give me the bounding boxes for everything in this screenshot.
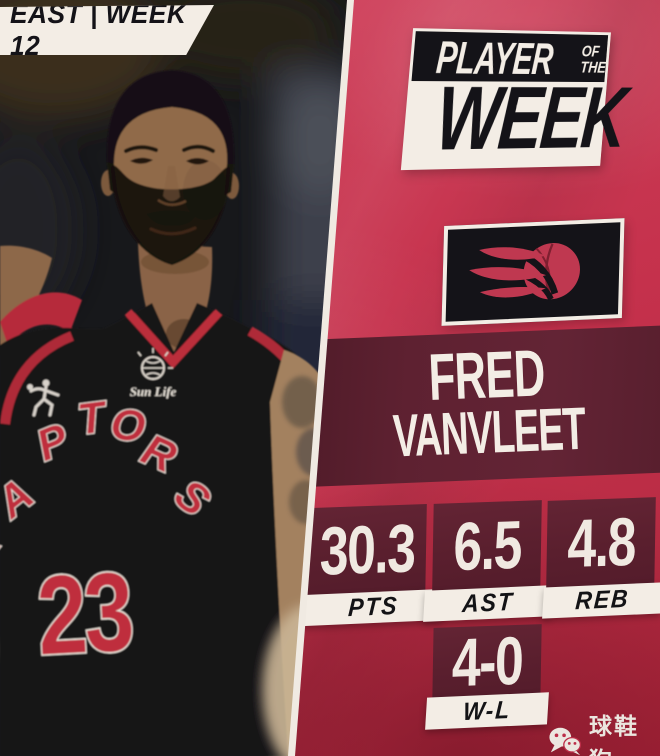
jumpman-icon bbox=[27, 379, 60, 417]
jersey-number: 23 bbox=[34, 549, 134, 679]
watermark: 球鞋狗 bbox=[548, 707, 660, 756]
stat-reb: 4.8 REB bbox=[542, 497, 660, 619]
watermark-text: 球鞋狗 bbox=[589, 713, 640, 756]
stat-wl-value: 4-0 bbox=[451, 622, 523, 702]
jersey bbox=[0, 303, 341, 756]
stat-reb-value: 4.8 bbox=[566, 503, 636, 582]
stat-ast: 6.5 AST bbox=[423, 500, 553, 622]
sponsor-patch: Sun Life bbox=[130, 348, 177, 399]
team-logo-box bbox=[441, 218, 625, 326]
east-week-badge: EAST | WEEK 12 bbox=[0, 5, 214, 55]
potw-week-word: WEEK bbox=[404, 68, 629, 170]
wechat-icon bbox=[549, 727, 582, 755]
player-of-week-badge: PLAYER OF THE WEEK bbox=[400, 28, 629, 170]
stat-reb-label: REB bbox=[574, 584, 630, 616]
stat-wl-label: W-L bbox=[462, 695, 512, 726]
stat-pts-value: 30.3 bbox=[319, 510, 415, 590]
stat-wl: 4-0 W-L bbox=[425, 623, 549, 730]
raptors-logo-icon bbox=[469, 243, 580, 301]
sponsor-text: Sun Life bbox=[130, 384, 177, 399]
player-name-band: FRED VANVLEET bbox=[293, 325, 660, 488]
stat-ast-label: AST bbox=[461, 587, 515, 619]
stat-pts-label: PTS bbox=[347, 591, 399, 623]
svg-text:O: O bbox=[108, 399, 149, 452]
stat-pts: 30.3 PTS bbox=[302, 503, 444, 627]
east-week-label: EAST | WEEK 12 bbox=[10, 0, 187, 61]
player-figure: Sun Life R A P T O R S 23 bbox=[0, 70, 358, 756]
stat-ast-value: 6.5 bbox=[452, 506, 522, 585]
